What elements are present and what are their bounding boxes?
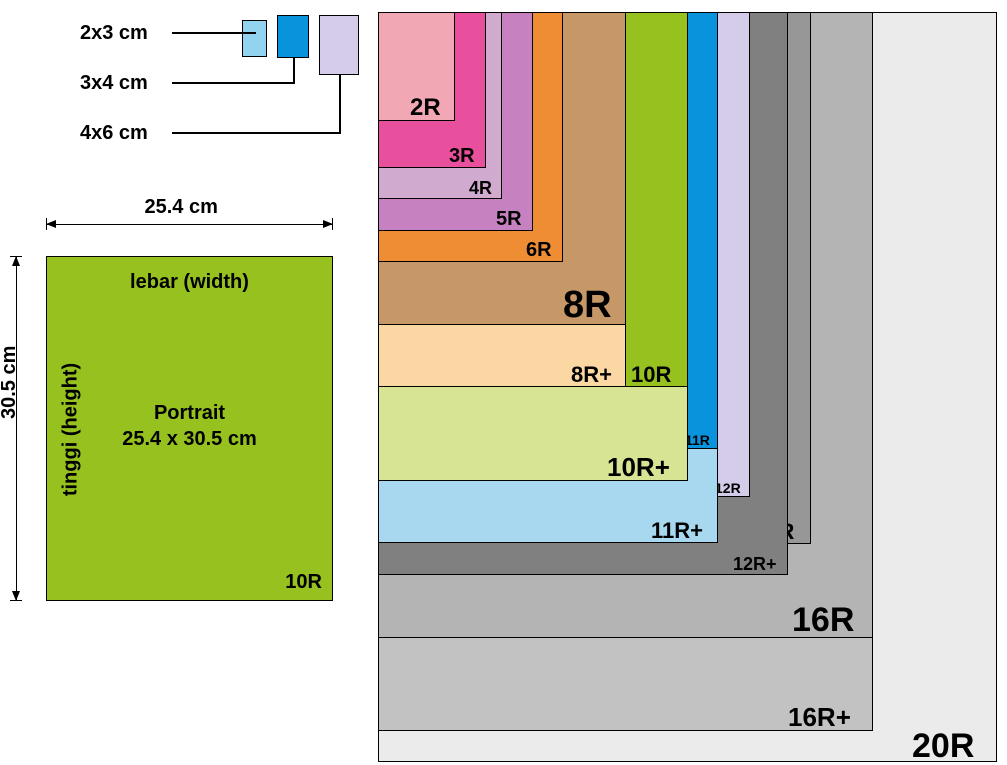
portrait-corner-label: 10R [285,571,322,594]
portrait-center-1: Portrait [47,402,332,425]
wallet-3x4 [277,15,309,58]
wallet-label-2x3: 2x3 cm [80,22,148,45]
portrait-height-dim-label: 30.5 cm [0,345,21,418]
size-label-6R: 6R [526,239,552,262]
portrait-center-2: 25.4 x 30.5 cm [47,428,332,451]
portrait-example: lebar (width)tinggi (height)Portrait25.4… [46,256,333,601]
wallet-2x3 [242,20,267,57]
size-label-11R: 11R [685,432,710,448]
wallet-label-3x4: 3x4 cm [80,72,148,95]
connector-h-2x3 [172,32,256,34]
size-label-8R: 8R [563,284,612,327]
dim-arrow [12,256,20,266]
size-label-8Rp: 8R+ [571,362,612,388]
size-label-10Rp: 10R+ [607,452,670,483]
wallet-4x6 [319,15,359,75]
connector-h-3x4 [172,82,295,84]
size-label-11Rp: 11R+ [651,518,703,544]
portrait-width-dim-label: 25.4 cm [145,196,218,219]
size-label-10R: 10R [631,362,671,388]
portrait-width-dim-line [46,224,333,225]
wallet-label-4x6: 4x6 cm [80,122,148,145]
size-label-12Rp: 12R+ [733,554,777,575]
size-label-3R: 3R [449,145,475,168]
portrait-width-caption: lebar (width) [47,271,332,294]
size-label-20R: 20R [912,727,974,765]
portrait-height-dim-line [16,256,17,601]
size-label-4R: 4R [469,178,492,199]
size-label-16R: 16R [792,601,854,640]
size-2R: 2R [378,12,455,121]
size-label-2R: 2R [410,94,441,122]
paper-size-diagram: 20R16R+16R14R12R+12R11R+11R10R+10R8R+8R6… [0,0,1007,765]
size-label-5R: 5R [496,208,522,231]
dim-arrow [46,220,56,228]
connector-v-4x6 [339,75,341,133]
connector-h-4x6 [172,132,341,134]
dim-arrow [323,220,333,228]
size-label-16Rp: 16R+ [788,702,851,733]
size-label-12R: 12R [715,480,741,496]
connector-v-3x4 [293,58,295,83]
dim-arrow [12,591,20,601]
